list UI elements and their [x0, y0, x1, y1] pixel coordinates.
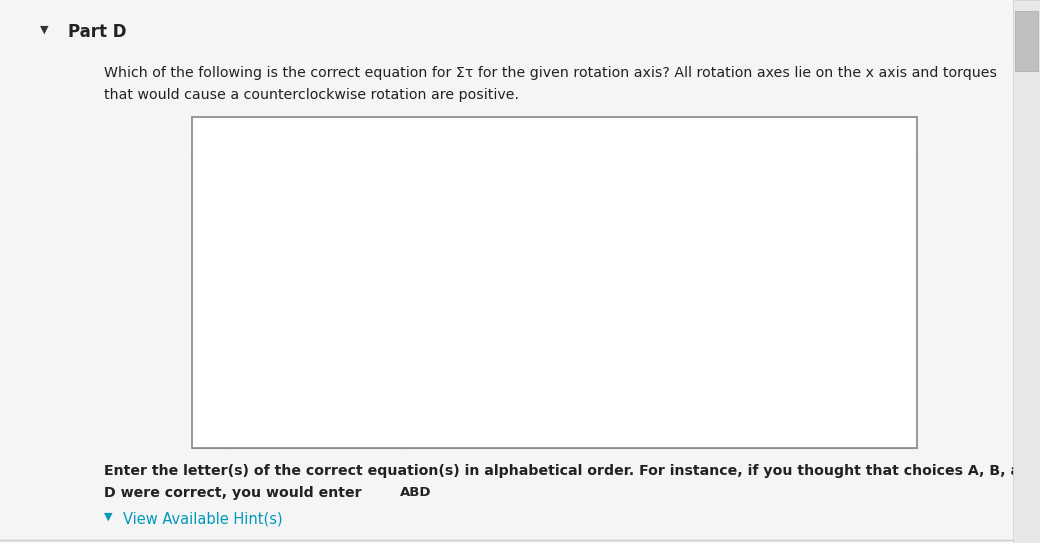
Text: Axis of Rotation: Axis of Rotation [259, 128, 373, 143]
Text: $x = \frac{1}{2}L$: $x = \frac{1}{2}L$ [294, 362, 338, 387]
Text: $\frac{1}{2}F_1L + F_2\left(d - \frac{1}{2}L\right)$: $\frac{1}{2}F_1L + F_2\left(d - \frac{1}… [428, 411, 558, 436]
Text: A: A [205, 171, 215, 186]
Text: $x = \frac{1}{2}L$: $x = \frac{1}{2}L$ [294, 411, 338, 436]
Text: $-F_1d - F_2\left(d - \frac{1}{2}L\right) = 0$: $-F_1d - F_2\left(d - \frac{1}{2}L\right… [428, 313, 594, 338]
Text: $\frac{1}{2}wL + F_2d = 0$: $\frac{1}{2}wL + F_2d = 0$ [428, 166, 534, 191]
Text: ▼: ▼ [104, 512, 112, 521]
Text: Part D: Part D [68, 23, 126, 41]
Text: ABD: ABD [400, 486, 432, 499]
Text: $x = 0$: $x = 0$ [297, 268, 335, 285]
Text: $\frac{1}{2}wL - F_2(L - d) - F_1L = 0$: $\frac{1}{2}wL - F_2(L - d) - F_1L = 0$ [428, 214, 617, 240]
Text: View Available Hint(s): View Available Hint(s) [123, 512, 282, 527]
Text: E: E [205, 367, 214, 382]
Text: ▼: ▼ [40, 24, 48, 34]
Text: that would cause a counterclockwise rotation are positive.: that would cause a counterclockwise rota… [104, 88, 519, 102]
Text: $x = L$: $x = L$ [298, 219, 334, 235]
Text: C: C [205, 269, 215, 284]
Text: Enter the letter(s) of the correct equation(s) in alphabetical order. For instan: Enter the letter(s) of the correct equat… [104, 464, 1040, 478]
Text: $\Sigma\tau$: $\Sigma\tau$ [650, 126, 673, 144]
Text: $-\frac{1}{2}F_1L + F_2\left(d - \frac{1}{2}L\right)$: $-\frac{1}{2}F_1L + F_2\left(d - \frac{1… [428, 362, 572, 387]
Text: $x = d$: $x = d$ [297, 317, 335, 333]
Text: $-\frac{1}{2}wL + F_2d = 0$: $-\frac{1}{2}wL + F_2d = 0$ [428, 263, 547, 289]
Text: D: D [205, 318, 216, 333]
Text: B: B [205, 220, 214, 235]
Text: $x = 0$: $x = 0$ [297, 170, 335, 186]
Text: F: F [205, 416, 213, 431]
Text: D were correct, you would enter: D were correct, you would enter [104, 486, 366, 500]
Text: Which of the following is the correct equation for Στ for the given rotation axi: Which of the following is the correct eq… [104, 66, 997, 80]
